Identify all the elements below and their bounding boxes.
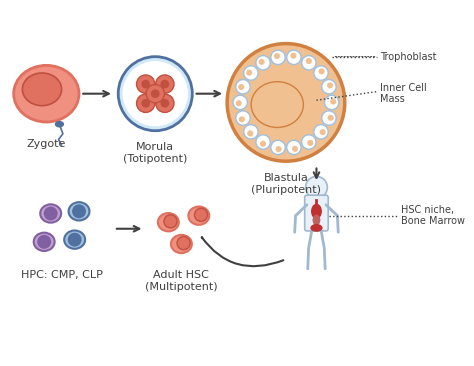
Circle shape <box>72 204 86 218</box>
Text: Inner Cell
Mass: Inner Cell Mass <box>380 83 427 104</box>
Ellipse shape <box>171 235 192 253</box>
Ellipse shape <box>158 213 179 231</box>
Circle shape <box>307 140 313 146</box>
Circle shape <box>227 44 345 161</box>
Circle shape <box>319 68 325 74</box>
Circle shape <box>236 111 250 125</box>
Ellipse shape <box>312 214 320 225</box>
Text: HPC: CMP, CLP: HPC: CMP, CLP <box>21 270 102 280</box>
Text: HSC niche,
Bone Marrow: HSC niche, Bone Marrow <box>401 205 465 227</box>
Text: Blastula
(Pluripotent): Blastula (Pluripotent) <box>251 173 321 195</box>
Ellipse shape <box>34 233 55 251</box>
Circle shape <box>118 57 192 131</box>
Circle shape <box>306 176 328 198</box>
Circle shape <box>328 115 334 121</box>
Ellipse shape <box>69 202 90 220</box>
Circle shape <box>301 56 316 70</box>
Circle shape <box>146 85 164 103</box>
FancyBboxPatch shape <box>305 195 328 231</box>
Circle shape <box>322 111 336 125</box>
Circle shape <box>141 80 150 89</box>
Circle shape <box>271 140 285 155</box>
Text: Zygote: Zygote <box>27 139 66 149</box>
Ellipse shape <box>55 122 64 127</box>
Circle shape <box>37 235 51 249</box>
Ellipse shape <box>311 204 322 219</box>
Circle shape <box>287 140 301 155</box>
Circle shape <box>244 66 258 80</box>
Circle shape <box>155 75 174 93</box>
Circle shape <box>306 58 312 64</box>
Circle shape <box>244 124 258 139</box>
Ellipse shape <box>188 206 210 225</box>
Ellipse shape <box>247 78 312 135</box>
Circle shape <box>290 53 296 59</box>
Circle shape <box>260 141 266 147</box>
Circle shape <box>292 146 298 152</box>
Circle shape <box>123 61 188 126</box>
Circle shape <box>330 98 336 105</box>
Circle shape <box>68 233 82 247</box>
Circle shape <box>177 236 190 250</box>
Circle shape <box>164 215 177 228</box>
Circle shape <box>287 50 301 64</box>
Text: Morula
(Totipotent): Morula (Totipotent) <box>123 142 187 164</box>
Ellipse shape <box>310 224 323 232</box>
Circle shape <box>239 116 245 122</box>
Circle shape <box>194 208 208 221</box>
Circle shape <box>44 206 58 220</box>
Ellipse shape <box>64 231 85 249</box>
Ellipse shape <box>251 82 303 127</box>
Circle shape <box>314 124 328 139</box>
Circle shape <box>247 130 253 137</box>
Circle shape <box>151 89 160 98</box>
Circle shape <box>233 95 247 109</box>
Circle shape <box>137 94 155 112</box>
Text: Adult HSC
(Multipotent): Adult HSC (Multipotent) <box>145 270 218 292</box>
Circle shape <box>301 135 316 149</box>
Circle shape <box>325 95 339 109</box>
Circle shape <box>258 59 264 65</box>
Circle shape <box>161 80 169 89</box>
Circle shape <box>238 84 244 90</box>
Circle shape <box>275 146 282 152</box>
Circle shape <box>314 66 328 80</box>
Circle shape <box>256 56 270 70</box>
Ellipse shape <box>40 204 61 223</box>
Circle shape <box>274 53 280 59</box>
Circle shape <box>319 129 326 135</box>
FancyArrowPatch shape <box>202 237 283 266</box>
Circle shape <box>256 135 270 149</box>
Circle shape <box>322 79 336 94</box>
Text: Trophoblast: Trophoblast <box>380 52 436 61</box>
Circle shape <box>137 75 155 93</box>
Circle shape <box>155 94 174 112</box>
Circle shape <box>271 50 285 64</box>
Circle shape <box>327 82 333 89</box>
Ellipse shape <box>22 73 62 106</box>
Circle shape <box>236 100 242 106</box>
Circle shape <box>236 79 250 94</box>
Circle shape <box>161 99 169 108</box>
Circle shape <box>246 70 252 76</box>
Ellipse shape <box>14 66 79 122</box>
Circle shape <box>141 99 150 108</box>
